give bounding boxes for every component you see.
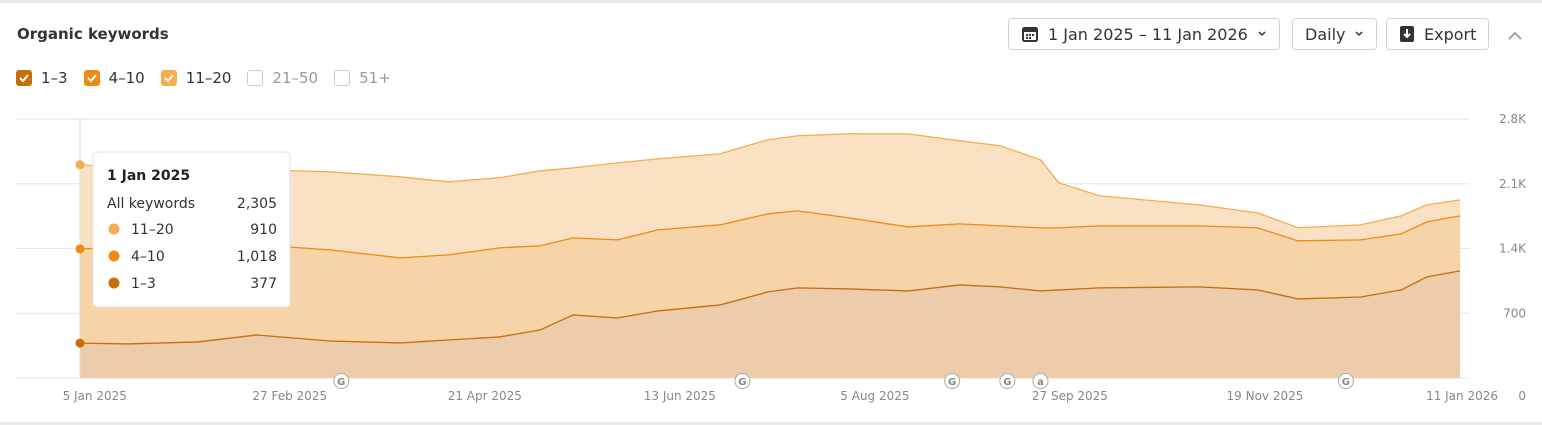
tooltip-value: 1,018 xyxy=(237,249,277,265)
tooltip-value: 910 xyxy=(250,222,277,238)
legend-item[interactable]: 1–3 xyxy=(16,69,68,87)
checkbox xyxy=(247,70,264,86)
area xyxy=(80,210,1460,344)
annotation-label: G xyxy=(738,377,746,388)
tooltip-series-name: 1–3 xyxy=(131,276,156,292)
legend-item[interactable]: 4–10 xyxy=(83,69,145,87)
legend-label: 51+ xyxy=(359,69,391,87)
date-range-button[interactable]: 1 Jan 2025 – 11 Jan 2026 xyxy=(1008,18,1280,50)
tooltip-series-name: 4–10 xyxy=(131,249,165,265)
annotation-label: G xyxy=(337,377,345,388)
chevron xyxy=(1355,31,1364,37)
area xyxy=(80,133,1460,258)
line xyxy=(79,270,1461,345)
y-tick-label: 1.4K xyxy=(1499,242,1527,256)
calendar-icon xyxy=(1022,27,1038,42)
annotation-marker xyxy=(1032,373,1049,389)
tooltip-swatch xyxy=(108,223,120,235)
legend-label: 1–3 xyxy=(41,69,68,87)
annotation-marker xyxy=(944,373,961,389)
legend-item[interactable]: 51+ xyxy=(334,69,391,87)
export-button[interactable]: Export xyxy=(1386,18,1490,50)
date-range: 1 Jan 2025 – 11 Jan 2026 xyxy=(1048,24,1248,44)
y-tick-label: 2.8K xyxy=(1499,112,1527,126)
tooltip-total-name: All keywords xyxy=(107,196,195,212)
export: Export xyxy=(1424,24,1477,44)
annotation-label: G xyxy=(1342,377,1350,388)
legend-label: 21–50 xyxy=(272,69,319,87)
interval-button[interactable]: Daily xyxy=(1292,18,1378,50)
interval: Daily xyxy=(1305,24,1346,44)
line xyxy=(79,210,1461,259)
legend-label: 4–10 xyxy=(108,69,145,87)
tooltip-date: 1 Jan 2025 xyxy=(107,168,190,184)
check xyxy=(19,74,29,83)
hover-dot xyxy=(75,244,85,254)
collapse-button[interactable] xyxy=(1506,29,1524,43)
y-tick-label: 2.1K xyxy=(1499,177,1527,191)
annotation-marker xyxy=(999,373,1016,389)
x-tick-label: 11 Jan 2026 xyxy=(1426,389,1498,403)
y-tick-label: 700 xyxy=(1503,306,1526,320)
tooltip-box xyxy=(92,151,291,308)
x-tick-label: 21 Apr 2025 xyxy=(448,389,522,403)
x-tick-label: 19 Nov 2025 xyxy=(1227,389,1304,403)
export-icon xyxy=(1400,26,1414,42)
tooltip-total: 2,305 xyxy=(237,196,277,212)
annotation-label: G xyxy=(1003,377,1011,388)
legend: 1–3 4–10 11–20 21–50 51+ xyxy=(16,69,391,87)
annotation-marker xyxy=(734,373,751,389)
legend-item[interactable]: 21–50 xyxy=(247,69,318,87)
x-tick-label: 13 Jun 2025 xyxy=(644,389,716,403)
line xyxy=(79,133,1461,229)
annotation-label: a xyxy=(1037,377,1044,388)
checkbox xyxy=(16,70,32,86)
annotation-label: G xyxy=(948,377,956,388)
tooltip-swatch xyxy=(108,277,120,289)
annotation-marker xyxy=(1337,373,1354,389)
hover-dot xyxy=(75,338,85,348)
legend-item[interactable]: 11–20 xyxy=(160,69,232,87)
x-tick-label: 27 Feb 2025 xyxy=(252,389,327,403)
x-tick-label: 27 Sep 2025 xyxy=(1032,389,1108,403)
tooltip-series-name: 11–20 xyxy=(131,222,174,238)
y-tick-label: 0 xyxy=(1518,389,1526,403)
check xyxy=(164,74,174,83)
x-tick-label: 5 Jan 2025 xyxy=(63,389,127,403)
tooltip-swatch xyxy=(108,250,120,262)
tooltip-value: 377 xyxy=(250,276,277,292)
area xyxy=(80,270,1460,378)
annotation-marker xyxy=(333,373,350,389)
x-tick-label: 5 Aug 2025 xyxy=(840,389,909,403)
legend-label: 11–20 xyxy=(185,69,232,87)
checkbox xyxy=(334,70,351,86)
checkbox xyxy=(160,70,177,86)
chart: 0 700 1.4K 2.1K 2.8K 5 Jan 2025 27 Feb 2025 21 … xyxy=(16,112,1527,403)
tooltip: 1 Jan 2025 All keywords 2,305 11–20 910 4–10 1… xyxy=(92,151,291,308)
chevron xyxy=(1258,31,1266,37)
checkbox xyxy=(83,70,100,86)
check xyxy=(86,74,97,83)
hover-dot xyxy=(75,160,85,170)
widget-title: Organic keywords xyxy=(17,25,169,43)
